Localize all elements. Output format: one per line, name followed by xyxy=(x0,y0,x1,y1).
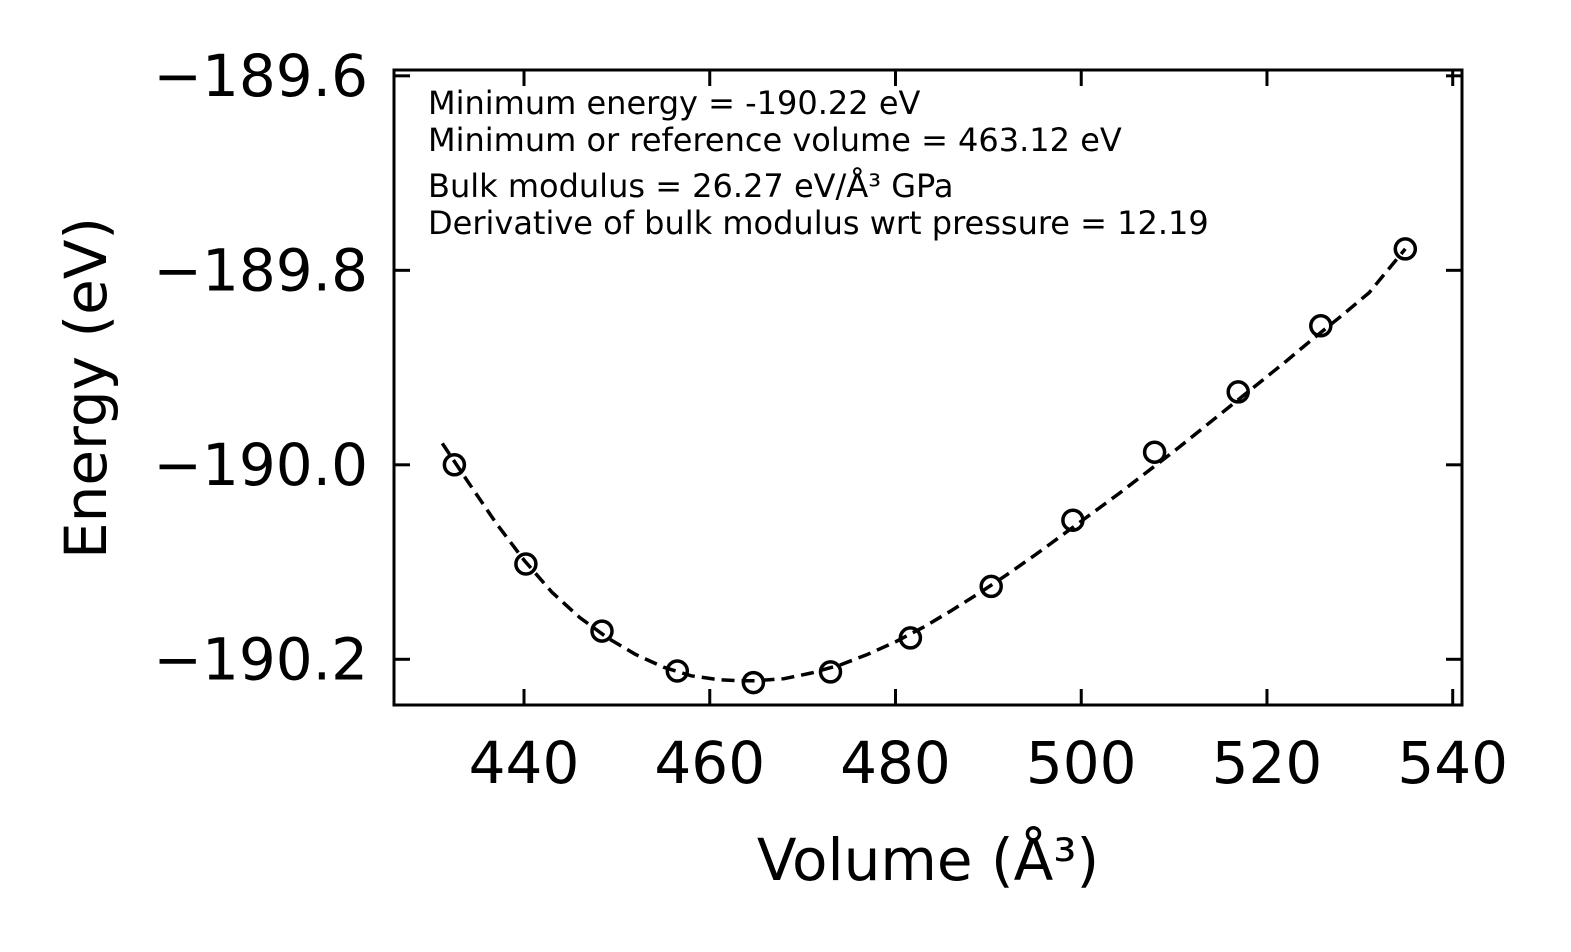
data-point xyxy=(741,670,766,695)
y-tick-label: −190.0 xyxy=(153,431,368,499)
y-axis-label: Energy (eV) xyxy=(52,217,120,559)
annotation-bulk-modulus: Bulk modulus = 26.27 eV/Å³ GPa xyxy=(428,167,953,205)
y-tick-label: −189.8 xyxy=(153,236,368,304)
data-point xyxy=(1309,314,1333,338)
y-tick-labels: −189.6 −189.8 −190.0 −190.2 xyxy=(153,42,368,693)
data-point xyxy=(1061,508,1085,532)
data-point xyxy=(979,574,1003,599)
data-point xyxy=(1142,440,1167,464)
x-tick-labels: 440 460 480 500 520 540 xyxy=(469,729,1508,797)
x-tick-label: 500 xyxy=(1026,729,1137,797)
data-point xyxy=(1393,237,1418,261)
y-tick-label: −189.6 xyxy=(153,42,368,110)
fit-curve xyxy=(440,247,1407,683)
data-point xyxy=(818,660,843,684)
annotation-box: Minimum energy = -190.22 eV Minimum or r… xyxy=(428,84,1209,242)
data-point xyxy=(1226,380,1250,404)
x-tick-label: 460 xyxy=(654,729,765,797)
ticks-layer xyxy=(394,70,1462,705)
annotation-min-energy: Minimum energy = -190.22 eV xyxy=(428,84,921,122)
plot-frame xyxy=(392,68,1464,707)
fit-curve-layer xyxy=(440,247,1407,683)
x-tick-label: 540 xyxy=(1397,729,1508,797)
data-point xyxy=(665,659,690,683)
x-tick-label: 480 xyxy=(840,729,951,797)
y-tick-label: −190.2 xyxy=(153,625,368,693)
data-point xyxy=(514,552,538,576)
data-point xyxy=(590,619,614,643)
annotation-min-volume: Minimum or reference volume = 463.12 eV xyxy=(428,121,1122,159)
annotation-bulk-derivative: Derivative of bulk modulus wrt pressure … xyxy=(428,204,1209,242)
data-point xyxy=(898,626,923,650)
x-tick-label: 440 xyxy=(469,729,580,797)
data-point xyxy=(442,453,467,477)
x-axis-label: Volume (Å³) xyxy=(757,825,1099,894)
data-points-layer xyxy=(442,237,1418,695)
x-tick-label: 520 xyxy=(1212,729,1323,797)
